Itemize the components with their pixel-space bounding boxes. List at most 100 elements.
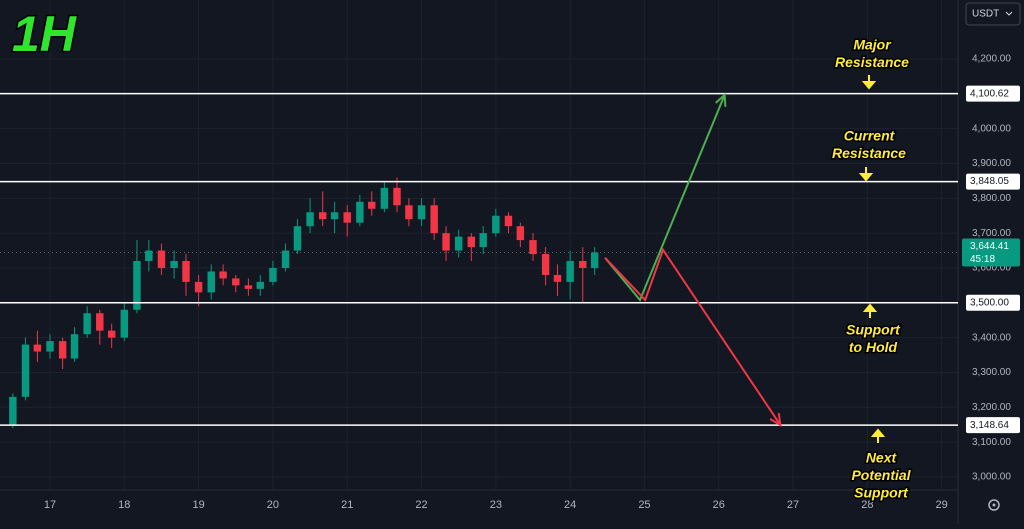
y-tick-label: 3,100.00 [972, 437, 1011, 448]
candle-body [145, 250, 153, 262]
candle-body [107, 330, 116, 338]
candle-body [70, 334, 79, 359]
y-tick-label: 3,900.00 [972, 158, 1011, 169]
candle-body [83, 313, 91, 335]
candle-body [442, 233, 450, 251]
candle-body [343, 212, 351, 223]
candle-body [541, 254, 550, 275]
candle-body [405, 205, 413, 220]
candle-body [553, 274, 562, 282]
annotation-text: Major [853, 37, 892, 53]
candle-body [566, 261, 574, 282]
annotation-arrow [870, 428, 886, 443]
level-label: 3,500.00 [970, 297, 1009, 308]
level-label: 3,148.64 [970, 420, 1009, 431]
projection-arrowhead [715, 92, 727, 107]
candle-body [479, 233, 487, 248]
x-tick-label: 27 [787, 499, 799, 511]
x-tick-label: 21 [341, 499, 353, 511]
y-tick-label: 3,700.00 [972, 228, 1011, 239]
level-label-box [966, 417, 1020, 434]
candle-body [330, 212, 339, 220]
projection-line [604, 247, 782, 426]
y-tick-label: 3,600.00 [972, 263, 1011, 274]
candle-body [368, 201, 376, 209]
settings-icon[interactable] [988, 499, 1000, 511]
candle-body [33, 344, 42, 352]
candle-body [579, 261, 587, 268]
candle-body [21, 344, 30, 397]
annotation-arrow [862, 303, 878, 318]
currency-button-box[interactable] [965, 2, 1021, 26]
candle-body [46, 341, 54, 352]
candle-body [170, 261, 178, 268]
x-tick-label: 19 [192, 499, 204, 511]
x-tick-label: 23 [490, 499, 502, 511]
candle-body [417, 205, 426, 220]
x-tick-label: 22 [415, 499, 427, 511]
candle-body [467, 236, 476, 248]
candle-body [504, 215, 513, 227]
annotation-arrow [861, 75, 877, 90]
candle-body [182, 261, 190, 282]
annotation-text: Current [844, 128, 896, 144]
candle-body [96, 313, 104, 331]
annotation-text: Next [866, 450, 898, 466]
dropdown-icon[interactable] [1005, 11, 1013, 16]
candle-body [529, 240, 537, 255]
level-label-box [966, 294, 1020, 311]
x-tick-label: 18 [118, 499, 130, 511]
x-tick-label: 17 [44, 499, 56, 511]
candle-body [281, 250, 290, 268]
projection-line [604, 94, 726, 302]
y-tick-label: 4,200.00 [972, 54, 1011, 65]
candle-body [590, 252, 599, 268]
settings-button[interactable] [988, 499, 1000, 511]
annotation-text: Support [846, 322, 901, 338]
candle-body [232, 278, 240, 286]
annotation-text: Potential [851, 467, 911, 483]
candle-body [157, 250, 166, 268]
x-tick-label: 20 [267, 499, 279, 511]
y-tick-label: 3,800.00 [972, 193, 1011, 204]
currency-button[interactable]: USDT [965, 2, 1021, 26]
x-tick-label: 25 [638, 499, 650, 511]
x-tick-label: 29 [936, 499, 948, 511]
y-tick-label: 3,000.00 [972, 472, 1011, 483]
y-tick-label: 3,400.00 [972, 332, 1011, 343]
candle-body [430, 205, 438, 234]
candle-body [356, 201, 364, 223]
x-tick-label: 26 [713, 499, 725, 511]
candle-body [9, 396, 17, 425]
x-tick-label: 28 [861, 499, 873, 511]
level-label-box [966, 85, 1020, 102]
candle-body [269, 267, 277, 282]
annotation-arrow [858, 167, 874, 182]
candle-body [133, 261, 141, 310]
candle-body [194, 281, 203, 293]
candle-body [393, 187, 401, 206]
level-label: 4,100.62 [970, 88, 1009, 99]
candle-body [293, 226, 302, 251]
last-price-box [962, 238, 1020, 267]
y-tick-label: 3,300.00 [972, 367, 1011, 378]
candle-body [380, 187, 389, 209]
annotation-text: Support [854, 485, 909, 501]
level-label-box [966, 173, 1020, 190]
currency-label[interactable]: USDT [972, 9, 999, 20]
candle-body [318, 212, 327, 220]
y-tick-label: 4,000.00 [972, 123, 1011, 134]
last-price-label: 3,644.41 [970, 241, 1009, 252]
annotation-text: to Hold [849, 339, 898, 355]
annotation-text: Resistance [832, 145, 906, 161]
candle-body [516, 226, 525, 241]
chart-title: 1H [12, 6, 77, 62]
candle-body [492, 215, 500, 234]
last-price-countdown: 45:18 [970, 254, 995, 265]
projection-arrowhead [769, 413, 782, 427]
candle-body [306, 212, 314, 227]
settings-icon-dot[interactable] [992, 503, 996, 507]
candle-body [454, 236, 463, 251]
